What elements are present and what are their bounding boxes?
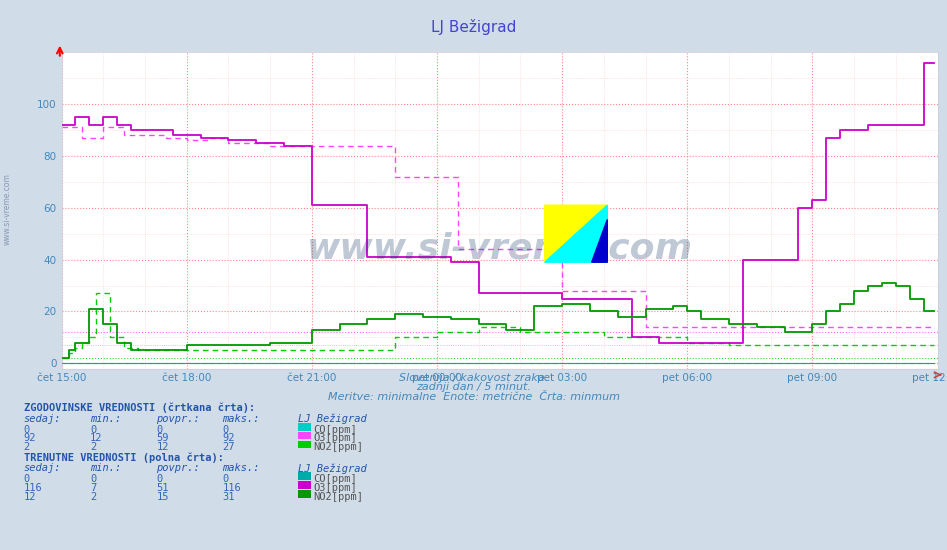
Text: 0: 0 (223, 425, 229, 435)
Text: 12: 12 (90, 433, 102, 443)
Text: 2: 2 (90, 442, 97, 452)
Text: min.:: min.: (90, 463, 121, 473)
Text: sedaj:: sedaj: (24, 414, 62, 424)
Text: 12: 12 (156, 442, 169, 452)
Text: 51: 51 (156, 483, 169, 493)
Text: O3[ppm]: O3[ppm] (313, 483, 357, 493)
Text: 27: 27 (223, 442, 235, 452)
Text: 0: 0 (156, 425, 163, 435)
Text: 92: 92 (24, 433, 36, 443)
Text: 2: 2 (90, 492, 97, 502)
Polygon shape (545, 205, 607, 262)
Text: NO2[ppm]: NO2[ppm] (313, 442, 364, 452)
Text: TRENUTNE VREDNOSTI (polna črta):: TRENUTNE VREDNOSTI (polna črta): (24, 452, 223, 463)
Text: CO[ppm]: CO[ppm] (313, 474, 357, 484)
Text: 7: 7 (90, 483, 97, 493)
Text: maks.:: maks.: (223, 463, 260, 473)
Text: 0: 0 (90, 425, 97, 435)
Text: CO[ppm]: CO[ppm] (313, 425, 357, 435)
Text: 0: 0 (156, 474, 163, 484)
Text: Meritve: minimalne  Enote: metrične  Črta: minmum: Meritve: minimalne Enote: metrične Črta:… (328, 392, 619, 402)
Polygon shape (592, 219, 607, 262)
Text: 2: 2 (24, 442, 30, 452)
Text: 12: 12 (24, 492, 36, 502)
Text: NO2[ppm]: NO2[ppm] (313, 492, 364, 502)
Text: ZGODOVINSKE VREDNOSTI (črtkana črta):: ZGODOVINSKE VREDNOSTI (črtkana črta): (24, 403, 255, 413)
Text: LJ Bežigrad: LJ Bežigrad (431, 19, 516, 35)
Text: O3[ppm]: O3[ppm] (313, 433, 357, 443)
Text: zadnji dan / 5 minut.: zadnji dan / 5 minut. (416, 382, 531, 392)
Text: 31: 31 (223, 492, 235, 502)
Text: www.si-vreme.com: www.si-vreme.com (3, 173, 12, 245)
Text: 0: 0 (24, 425, 30, 435)
Text: sedaj:: sedaj: (24, 463, 62, 473)
Text: maks.:: maks.: (223, 414, 260, 424)
Text: 0: 0 (24, 474, 30, 484)
Text: min.:: min.: (90, 414, 121, 424)
Text: 92: 92 (223, 433, 235, 443)
Text: 0: 0 (223, 474, 229, 484)
Text: 116: 116 (223, 483, 241, 493)
Text: LJ Bežigrad: LJ Bežigrad (298, 414, 367, 424)
Text: 59: 59 (156, 433, 169, 443)
Text: povpr.:: povpr.: (156, 463, 200, 473)
Polygon shape (545, 205, 607, 262)
Text: 15: 15 (156, 492, 169, 502)
Text: povpr.:: povpr.: (156, 414, 200, 424)
Text: LJ Bežigrad: LJ Bežigrad (298, 463, 367, 474)
Text: www.si-vreme.com: www.si-vreme.com (307, 232, 692, 265)
Text: Slovenija / kakovost zraka.: Slovenija / kakovost zraka. (399, 373, 548, 383)
Text: 0: 0 (90, 474, 97, 484)
Text: 116: 116 (24, 483, 43, 493)
